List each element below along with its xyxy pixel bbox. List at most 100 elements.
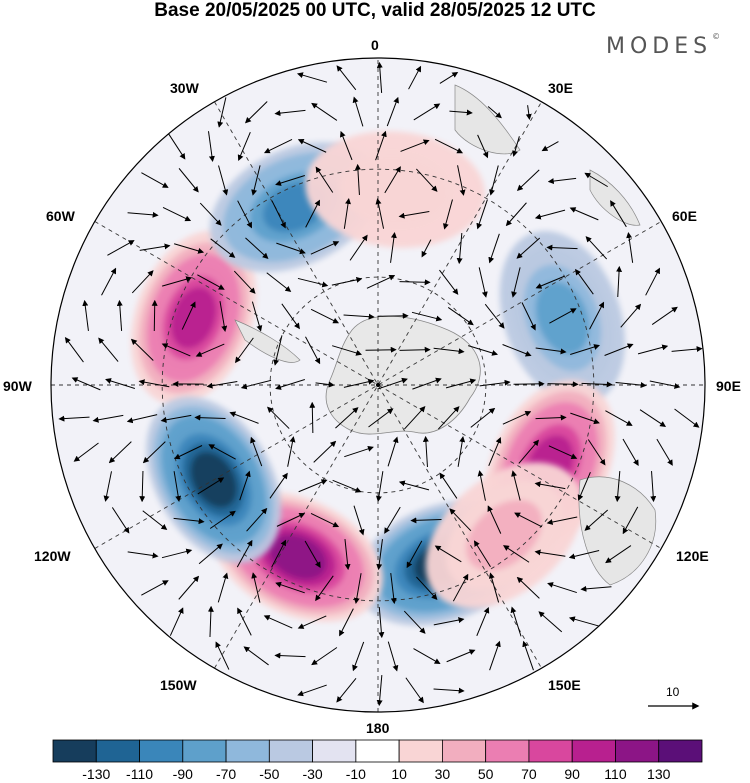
wind-arrow [111, 507, 130, 534]
wind-arrow [297, 615, 327, 629]
wind-arrow [139, 243, 171, 251]
wind-arrow [217, 572, 229, 603]
wind-arrow [296, 72, 328, 83]
wind-arrow [439, 269, 459, 295]
wind-arrow [568, 616, 600, 627]
wind-arrow [251, 165, 261, 196]
wind-arrow [131, 270, 154, 294]
wind-arrow [622, 438, 639, 466]
lon-label-90e: 90E [716, 378, 741, 394]
wind-arrow [336, 678, 357, 703]
wind-arrow [671, 346, 703, 353]
wind-arrow [310, 308, 340, 324]
wind-arrow [311, 102, 338, 121]
wind-arrow [310, 513, 340, 528]
wind-arrow [199, 202, 222, 226]
wind-arrow [331, 276, 363, 286]
wind-arrow [237, 131, 251, 161]
wind-arrow [548, 445, 578, 459]
wind-arrow [173, 517, 205, 525]
wind-arrow [243, 646, 269, 666]
wind-arrow [275, 581, 305, 594]
wind-arrow [650, 471, 657, 503]
colorbar-tick-label: 70 [521, 766, 537, 782]
wind-arrow [197, 274, 225, 290]
wind-arrow [547, 177, 577, 185]
wind-arrow [570, 412, 600, 425]
wind-arrow [535, 414, 567, 421]
colorbar-tick-label: -110 [126, 766, 154, 782]
colorbar-tick-label: 50 [477, 766, 494, 782]
wind-arrow [315, 381, 335, 388]
wind-arrow [457, 436, 466, 467]
wind-arrow [410, 517, 442, 524]
wind-arrow [549, 308, 577, 324]
wind-arrow [488, 437, 502, 467]
wind-arrow [502, 411, 532, 425]
wind-arrow [194, 414, 226, 421]
wind-arrow [656, 438, 673, 466]
wind-arrow [439, 71, 459, 84]
wind-arrow [541, 141, 559, 152]
wind-arrow [534, 209, 566, 220]
colorbar [52, 739, 703, 763]
wind-arrow [446, 649, 476, 663]
wind-arrow [297, 684, 327, 697]
wind-arrow [297, 277, 329, 288]
wind-arrow [237, 200, 252, 229]
wind-arrow [400, 139, 430, 152]
wind-arrow [398, 211, 430, 219]
wind-arrow [456, 233, 463, 265]
wind-arrow [142, 510, 168, 531]
wind-arrow [105, 378, 135, 389]
wind-arrow [127, 211, 159, 218]
wind-arrow [82, 299, 89, 331]
colorbar-tick-label: -70 [215, 766, 237, 782]
wind-arrow [445, 378, 477, 389]
wind-arrow [489, 165, 499, 196]
wind-arrow [366, 274, 396, 289]
wind-arrow [408, 65, 422, 90]
wind-arrow [245, 237, 269, 259]
wind-arrow [311, 647, 338, 666]
wind-arrow [522, 640, 534, 671]
wind-arrow [610, 200, 627, 228]
wind-arrow [384, 166, 401, 194]
wind-arrow [514, 512, 543, 528]
wind-arrow [215, 641, 230, 670]
wind-arrow [470, 407, 496, 428]
wind-arrow [98, 337, 119, 362]
wind-arrow [304, 540, 321, 569]
anomaly-positive-70w [131, 231, 257, 405]
wind-arrow [535, 347, 567, 355]
colorbar-swatch [485, 739, 530, 763]
wind-arrow [614, 471, 621, 503]
wind-arrow [421, 239, 432, 258]
wind-arrow [206, 381, 238, 389]
colorbar-tick-label: 110 [604, 766, 627, 782]
wind-arrow [390, 573, 397, 605]
wind-arrow [210, 238, 236, 258]
wind-arrow [340, 130, 353, 161]
wind-arrow [433, 347, 465, 355]
wind-arrow [577, 472, 591, 501]
wind-arrow [378, 607, 385, 639]
wind-arrow [487, 505, 502, 534]
wind-arrow [219, 301, 228, 332]
wind-arrow [208, 444, 236, 460]
wind-arrow [378, 377, 408, 390]
wind-arrow [439, 472, 458, 499]
wind-arrow [173, 243, 205, 254]
wind-arrow [605, 410, 633, 426]
wind-arrow [281, 303, 300, 330]
wind-arrow [478, 267, 488, 298]
wind-arrow [313, 440, 337, 463]
colorbar-swatch [139, 739, 184, 763]
wind-arrow [605, 545, 632, 564]
wind-arrow [437, 406, 460, 430]
wind-arrow [386, 96, 399, 127]
wind-arrow [138, 379, 170, 388]
wind-arrow [415, 168, 438, 192]
wind-arrow [411, 311, 443, 322]
graticule [51, 58, 705, 712]
